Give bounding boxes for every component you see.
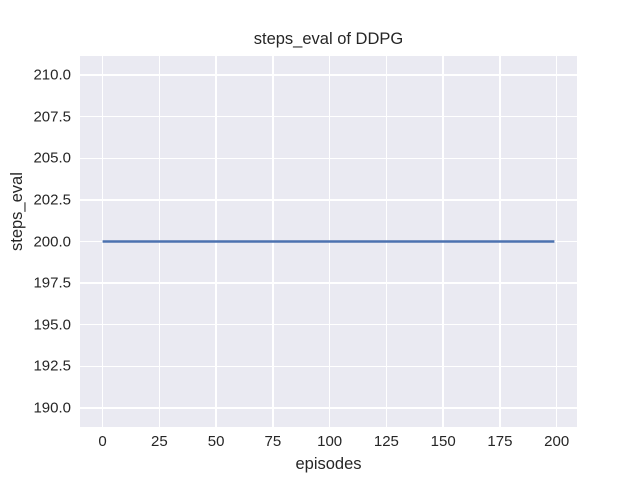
y-tick-label: 197.5	[33, 274, 71, 292]
y-tick-label: 202.5	[33, 191, 71, 209]
x-tick-label: 25	[151, 433, 168, 450]
line-series	[102, 240, 555, 243]
x-tick-label: 175	[487, 433, 513, 450]
chart-title: steps_eval of DDPG	[253, 30, 404, 48]
x-tick-label: 200	[544, 433, 570, 450]
x-tick-label: 0	[98, 433, 107, 450]
x-axis-label: episodes	[295, 455, 362, 473]
x-tick-label: 75	[264, 433, 282, 450]
y-tick-label: 195.0	[33, 316, 71, 334]
y-gridline	[80, 157, 577, 159]
y-gridline	[80, 407, 577, 409]
x-tick-label: 50	[207, 433, 225, 450]
y-tick-label: 190.0	[33, 399, 71, 417]
y-gridline	[80, 74, 577, 76]
y-tick-label: 207.5	[33, 108, 71, 126]
y-tick-label: 192.5	[33, 357, 71, 375]
y-tick-label: 205.0	[33, 149, 71, 167]
y-tick-label: 200.0	[33, 232, 71, 250]
plot-area	[80, 56, 577, 427]
y-gridline	[80, 323, 577, 326]
x-tick-label: 100	[317, 433, 343, 450]
x-tick-label: 150	[430, 433, 456, 450]
y-gridline	[80, 199, 577, 201]
y-gridline	[80, 282, 577, 284]
y-tick-label: 210.0	[33, 66, 71, 84]
x-tick-label: 125	[373, 433, 399, 450]
y-axis-label: steps_eval	[8, 172, 26, 251]
y-gridline	[80, 116, 577, 118]
y-gridline	[80, 365, 577, 367]
